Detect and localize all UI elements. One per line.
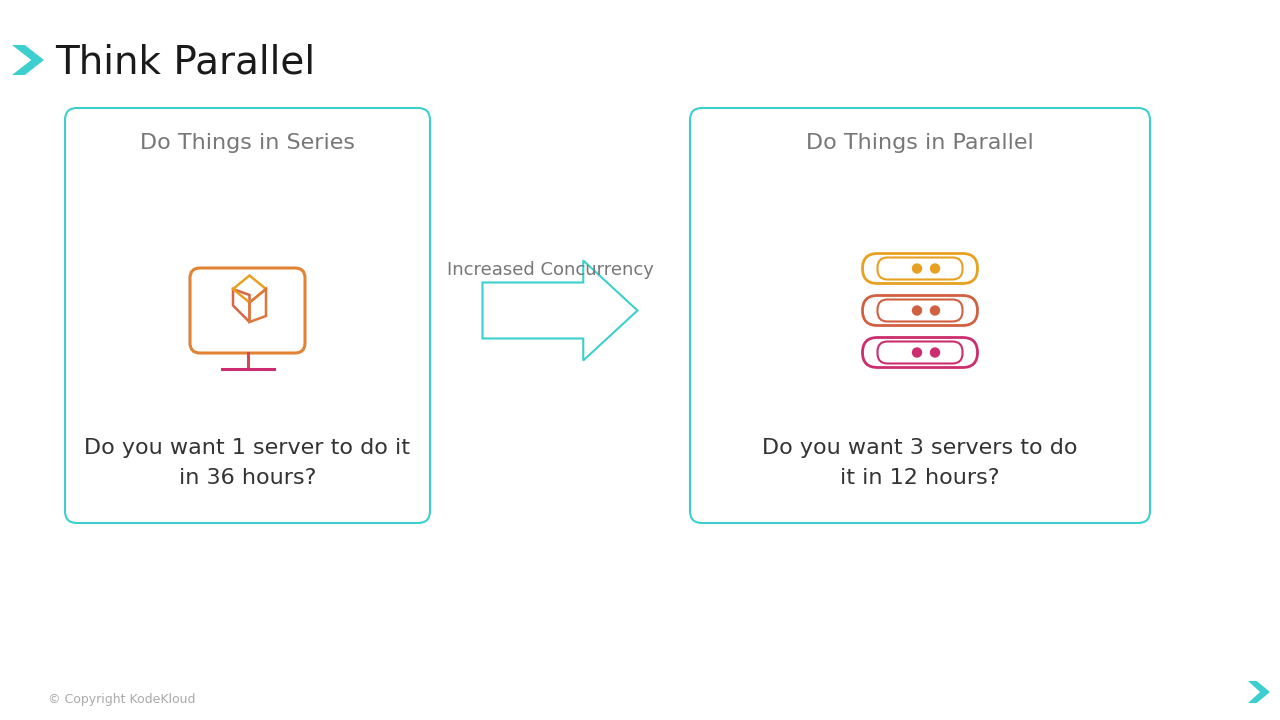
Circle shape	[931, 306, 940, 315]
Circle shape	[913, 348, 922, 357]
Polygon shape	[12, 45, 44, 75]
Text: Do you want 3 servers to do
it in 12 hours?: Do you want 3 servers to do it in 12 hou…	[763, 438, 1078, 488]
FancyBboxPatch shape	[65, 108, 430, 523]
Polygon shape	[483, 261, 637, 361]
FancyBboxPatch shape	[690, 108, 1149, 523]
Circle shape	[931, 264, 940, 273]
Text: Do you want 1 server to do it
in 36 hours?: Do you want 1 server to do it in 36 hour…	[84, 438, 411, 488]
Text: Do Things in Parallel: Do Things in Parallel	[806, 133, 1034, 153]
Text: © Copyright KodeKloud: © Copyright KodeKloud	[49, 693, 196, 706]
Polygon shape	[1248, 681, 1270, 703]
Text: Do Things in Series: Do Things in Series	[140, 133, 355, 153]
Text: Think Parallel: Think Parallel	[55, 43, 315, 81]
Circle shape	[913, 264, 922, 273]
Circle shape	[913, 306, 922, 315]
Circle shape	[931, 348, 940, 357]
Text: Increased Concurrency: Increased Concurrency	[447, 261, 653, 279]
